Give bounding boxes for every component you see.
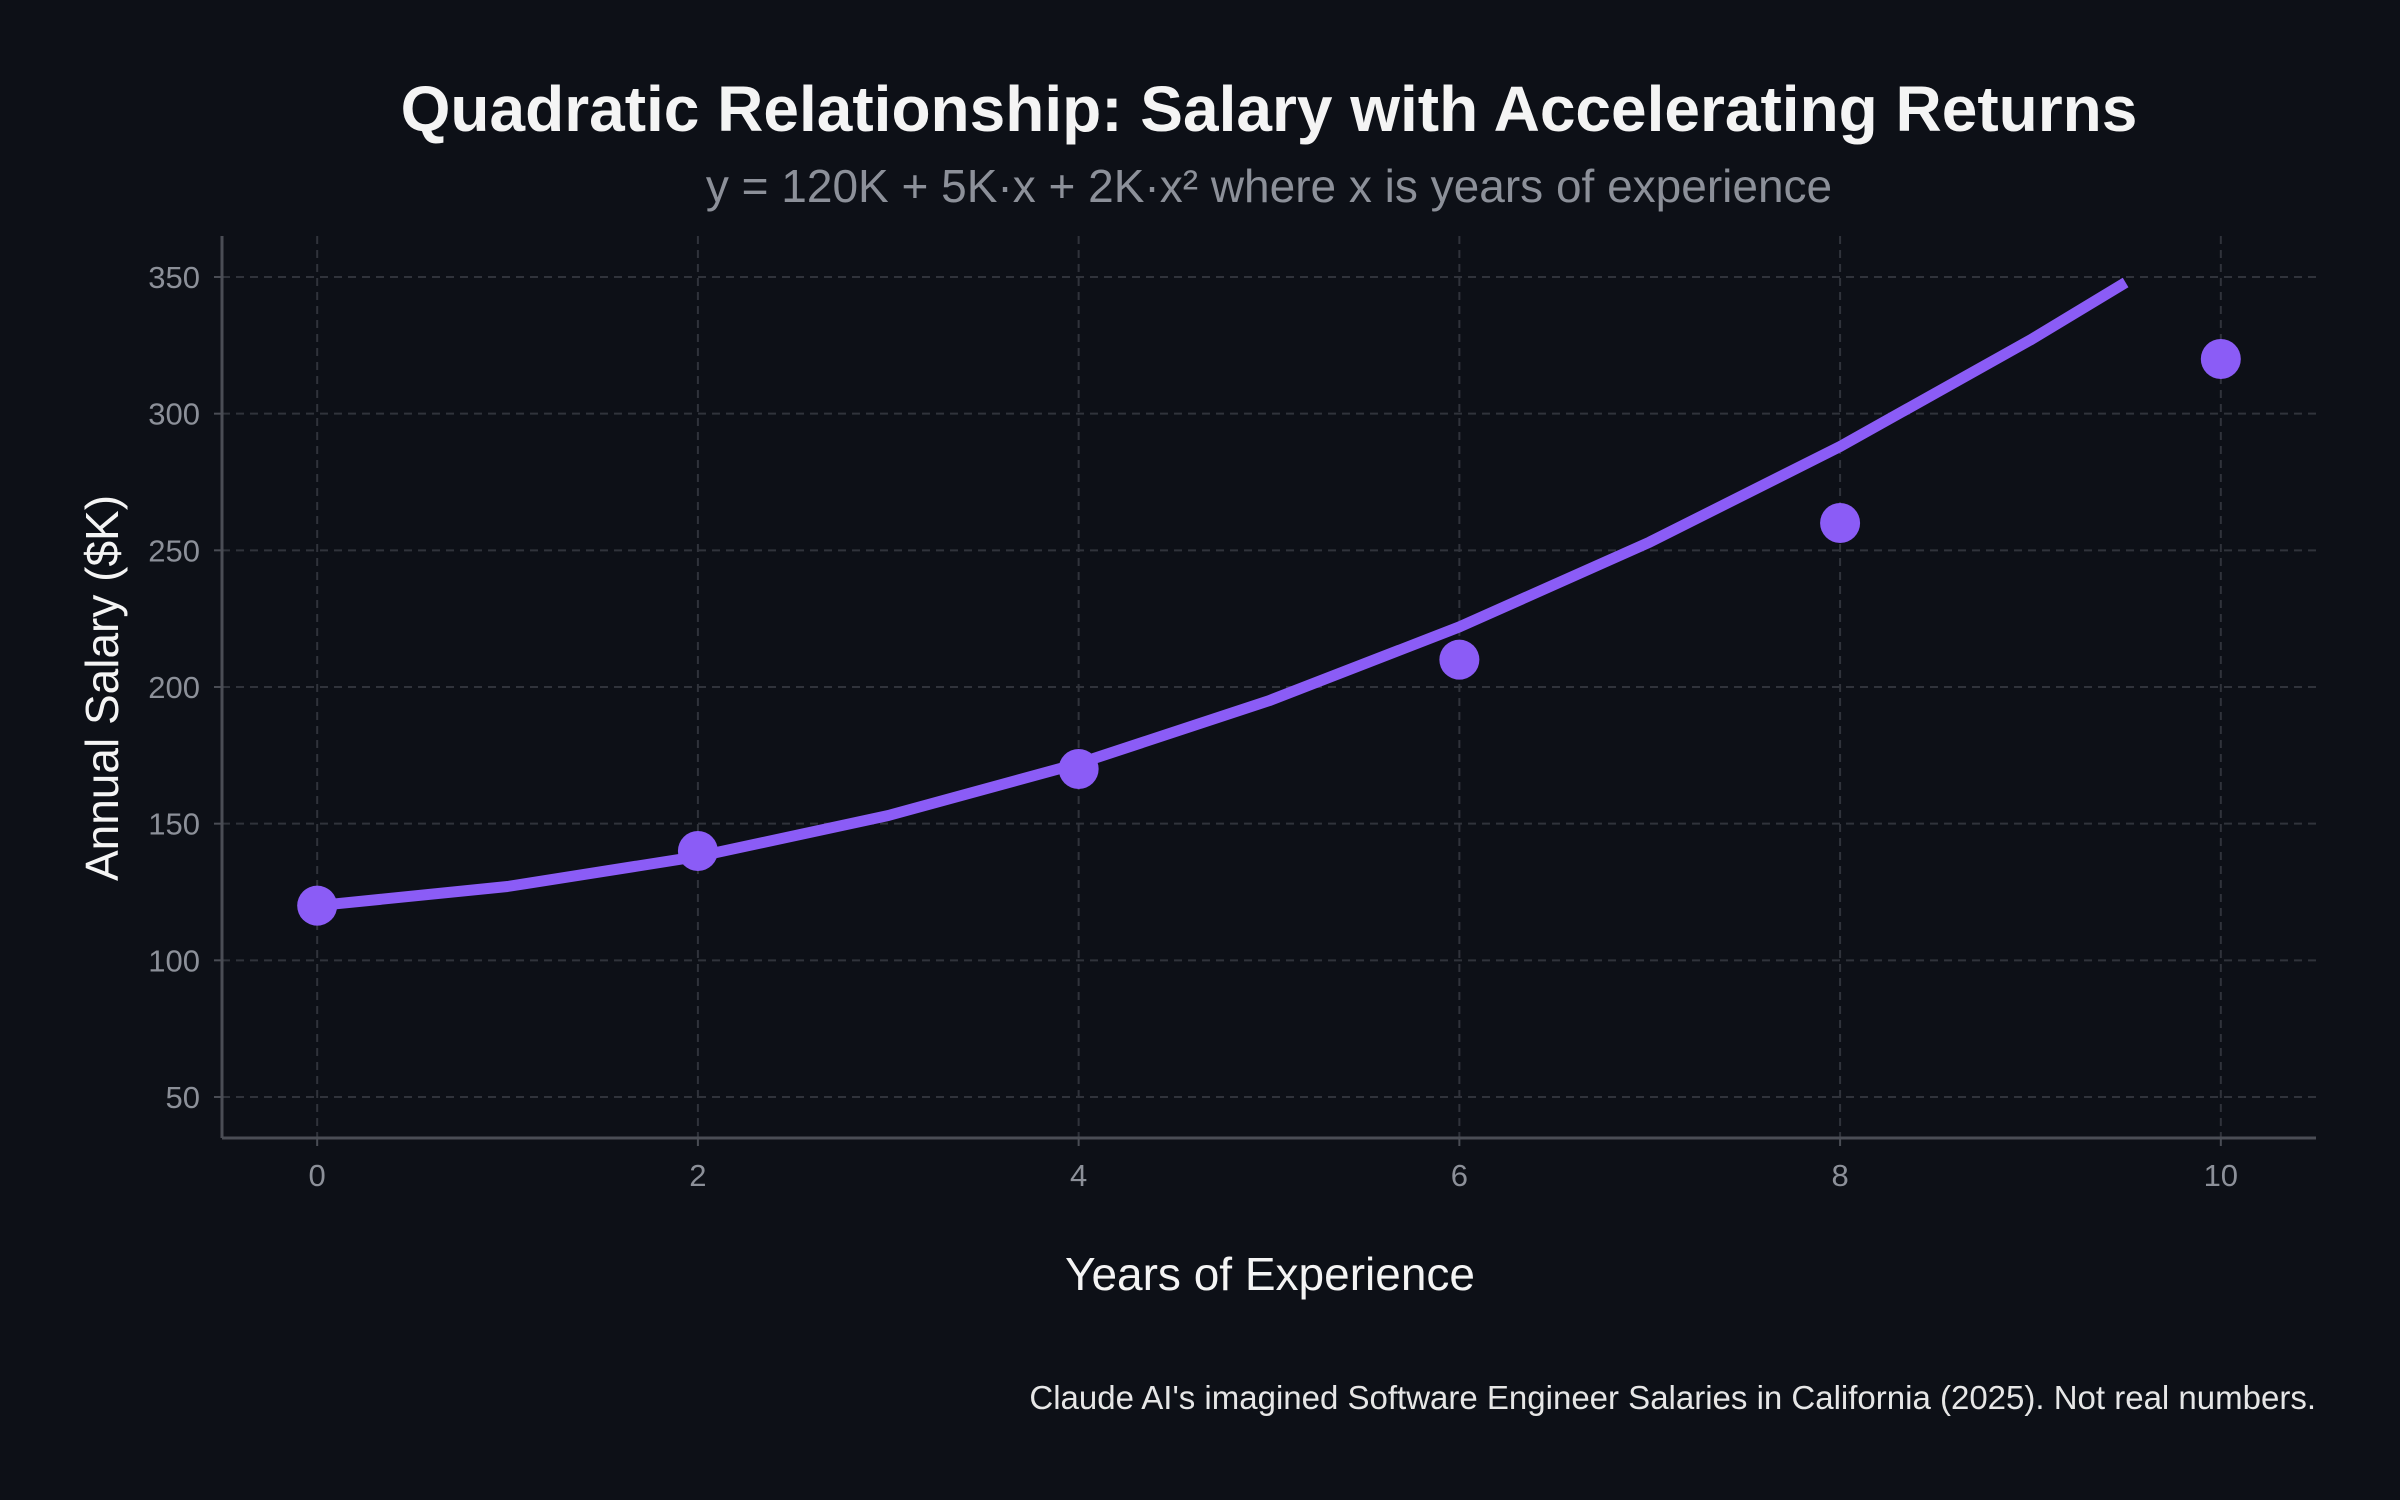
tick-labels: 50 100 150 200 250 300 350 0 2 4 6 8 10 [148,260,2238,1193]
point-layer [297,339,2241,926]
x-tick-label: 8 [1831,1158,1848,1193]
grid-lines [214,236,2316,1146]
x-tick-label: 2 [689,1158,706,1193]
data-point [1439,639,1480,680]
x-axis-title: Years of Experience [1065,1248,1475,1300]
data-point [1820,503,1861,543]
x-tick-label: 4 [1070,1158,1087,1193]
chart-subtitle: y = 120K + 5K·x + 2K·x² where x is years… [705,160,1833,212]
y-tick-label: 250 [148,533,200,568]
y-tick-label: 100 [148,943,200,978]
curve-layer [316,277,2129,912]
y-tick-label: 350 [148,260,200,295]
axes [220,236,2316,1140]
y-tick-label: 300 [148,397,200,432]
data-point [677,831,718,871]
fit-curve [316,277,2129,912]
footnote: Claude AI's imagined Software Engineer S… [1029,1379,2316,1416]
chart-title: Quadratic Relationship: Salary with Acce… [400,73,2138,145]
y-tick-label: 150 [148,807,200,842]
x-tick-label: 6 [1451,1158,1468,1193]
y-tick-label: 200 [148,670,200,705]
x-tick-label: 0 [309,1158,326,1193]
y-axis-title: Annual Salary ($K) [76,495,128,881]
data-point [2200,339,2241,379]
data-point [297,885,338,926]
y-tick-label: 50 [166,1080,200,1115]
data-point [1058,749,1099,789]
x-tick-label: 10 [2204,1158,2238,1193]
